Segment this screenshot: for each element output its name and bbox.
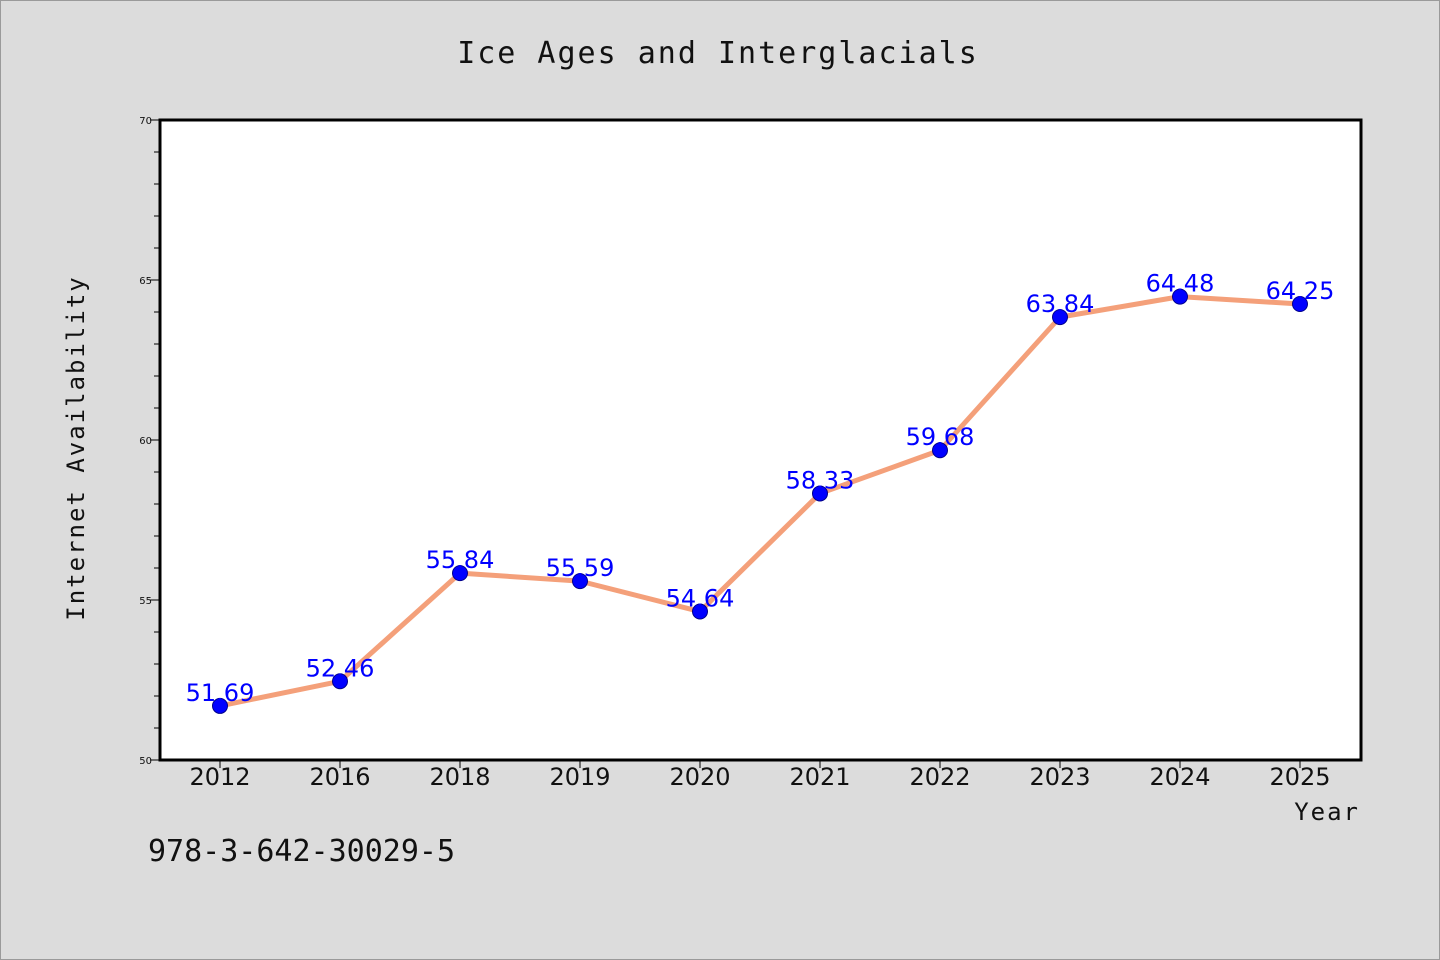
x-tick-label: 2012 (189, 763, 250, 791)
data-point (812, 485, 828, 502)
data-label: 59.68 (906, 423, 975, 451)
data-label: 63.84 (1026, 290, 1095, 318)
y-tick-label: 60 (139, 436, 152, 447)
chart-title: Ice Ages and Interglacials (457, 36, 979, 71)
y-tick-label: 50 (139, 756, 152, 767)
plot-area (158, 118, 1363, 762)
data-point (1172, 288, 1188, 305)
y-axis-label: Internet Availability (62, 275, 90, 620)
data-point (1292, 296, 1308, 312)
data-label: 51.69 (186, 679, 255, 707)
x-axis-label: Year (1294, 798, 1360, 826)
y-tick-label: 55 (139, 596, 152, 607)
data-point (452, 565, 468, 582)
data-label: 64.25 (1266, 277, 1335, 305)
series-line-group (217, 294, 1303, 709)
data-point (212, 697, 228, 714)
series-line (217, 294, 1303, 709)
data-point (332, 673, 348, 690)
data-label: 58.33 (786, 466, 855, 494)
x-tick-label: 2021 (789, 763, 850, 791)
x-tick-label: 2018 (429, 763, 490, 791)
x-tick-label: 2019 (549, 763, 610, 791)
data-label: 54.64 (666, 585, 735, 613)
x-tick-label: 2024 (1149, 763, 1210, 791)
data-point (1052, 309, 1068, 326)
data-label: 64.48 (1146, 270, 1215, 298)
y-tick-label: 65 (139, 276, 152, 287)
x-axis-ticks: 2012 2016 2018 2019 2020 2021 2022 2023 2024 2025 (189, 760, 1331, 791)
data-labels: 51.69 52.46 55.84 55.59 54.64 58.33 59.68 63.84… (186, 270, 1335, 707)
x-tick-label: 2022 (909, 763, 970, 791)
x-tick-label: 2016 (309, 763, 370, 791)
x-tick-label: 2025 (1269, 763, 1330, 791)
data-point (932, 442, 948, 459)
data-label: 55.84 (426, 546, 495, 574)
data-label: 55.59 (546, 554, 615, 582)
data-point (692, 603, 708, 620)
x-tick-label: 2020 (669, 763, 730, 791)
isbn-text: 978-3-642-30029-5 (148, 834, 456, 869)
data-point (572, 573, 588, 590)
y-axis-ticks: 50 55 60 65 70 (139, 116, 160, 767)
x-tick-label: 2023 (1029, 763, 1090, 791)
data-label: 52.46 (306, 654, 375, 682)
series-markers (212, 288, 1308, 714)
y-tick-label: 70 (139, 116, 152, 127)
